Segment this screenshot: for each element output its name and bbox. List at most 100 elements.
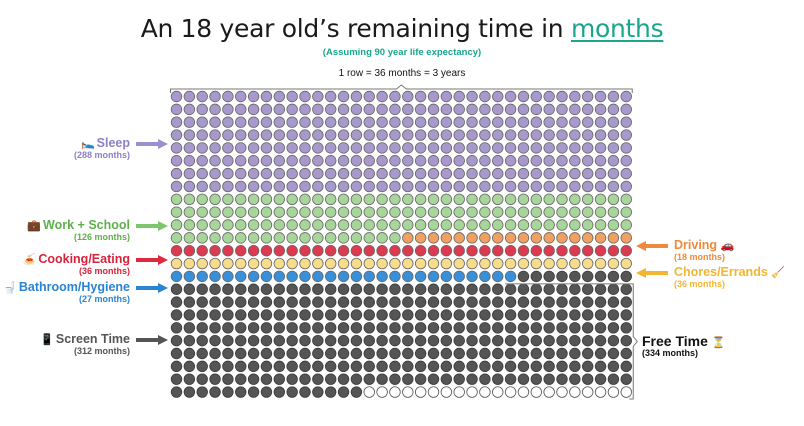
month-dot-sleep <box>196 142 208 154</box>
label-bathroom-count: (27 months) <box>78 293 130 304</box>
month-dot-screen-time <box>582 360 594 373</box>
month-dot-sleep <box>209 103 221 116</box>
month-dot-sleep <box>235 142 247 154</box>
month-dot-sleep <box>247 90 260 103</box>
month-dot-screen-time <box>209 322 221 334</box>
month-dot-screen-time <box>504 283 517 295</box>
month-dot-screen-time <box>492 283 504 295</box>
month-dot-sleep <box>183 116 196 128</box>
month-dot-screen-time <box>350 283 363 295</box>
month-dot-screen-time <box>222 309 234 321</box>
month-dot-work-school <box>299 206 311 218</box>
month-dot-free-time <box>504 386 517 398</box>
month-dot-driving <box>427 232 440 244</box>
month-dot-sleep <box>543 167 555 180</box>
month-dot-sleep <box>556 155 568 167</box>
month-dot-sleep <box>337 167 350 180</box>
month-dot-bathroom-hygiene <box>247 270 260 283</box>
month-dot-screen-time <box>440 283 453 295</box>
month-dot-work-school <box>389 206 401 218</box>
month-dot-driving <box>569 232 581 244</box>
month-dot-work-school <box>170 193 183 206</box>
month-dot-screen-time <box>286 360 298 373</box>
month-dot-screen-time <box>260 347 273 360</box>
month-dot-screen-time <box>466 283 478 295</box>
month-dot-screen-time <box>466 334 478 347</box>
row-bracket <box>170 84 633 93</box>
month-dot-sleep <box>312 180 324 193</box>
month-dot-cooking-eating <box>440 244 453 257</box>
month-dot-work-school <box>260 206 273 218</box>
month-dot-sleep <box>556 103 568 116</box>
month-dot-sleep <box>620 90 632 103</box>
month-dot-sleep <box>337 155 350 167</box>
month-dot-screen-time <box>543 309 555 321</box>
month-dot-chores-errands <box>594 257 607 270</box>
month-dot-screen-time <box>517 283 530 295</box>
month-dot-sleep <box>620 129 632 141</box>
month-dot-work-school <box>492 193 504 206</box>
month-dot-work-school <box>556 193 568 206</box>
month-dot-screen-time <box>594 309 607 321</box>
month-dot-screen-time <box>492 322 504 334</box>
car-icon: 🚗 <box>720 240 735 252</box>
month-dot-cooking-eating <box>170 244 183 257</box>
month-dot-sleep <box>376 116 388 128</box>
month-dot-bathroom-hygiene <box>260 270 273 283</box>
month-dot-cooking-eating <box>183 244 196 257</box>
month-dot-screen-time <box>594 373 607 385</box>
month-dot-screen-time <box>350 347 363 360</box>
month-dot-work-school <box>235 193 247 206</box>
month-dot-sleep <box>325 155 337 167</box>
month-dot-sleep <box>260 116 273 128</box>
month-dot-chores-errands <box>582 257 594 270</box>
month-dot-sleep <box>427 90 440 103</box>
month-dot-sleep <box>222 155 234 167</box>
month-dot-driving <box>543 232 555 244</box>
month-dot-sleep <box>414 155 427 167</box>
month-dot-sleep <box>569 116 581 128</box>
month-dot-sleep <box>312 116 324 128</box>
month-dot-screen-time <box>556 373 568 385</box>
month-dot-screen-time <box>247 334 260 347</box>
month-dot-screen-time <box>414 322 427 334</box>
month-dot-sleep <box>517 129 530 141</box>
month-dot-work-school <box>402 193 414 206</box>
month-dot-free-time <box>569 386 581 398</box>
month-dot-screen-time <box>273 386 286 398</box>
month-dot-sleep <box>504 142 517 154</box>
month-dot-work-school <box>196 193 208 206</box>
month-dot-work-school <box>517 206 530 218</box>
month-dot-sleep <box>376 90 388 103</box>
month-dot-work-school <box>556 219 568 231</box>
month-dot-sleep <box>492 90 504 103</box>
month-dot-screen-time <box>402 322 414 334</box>
month-dot-sleep <box>517 90 530 103</box>
month-dot-work-school <box>453 193 465 206</box>
month-dot-screen-time <box>569 322 581 334</box>
month-dot-sleep <box>569 142 581 154</box>
month-dot-screen-time <box>543 296 555 308</box>
month-dot-work-school <box>427 219 440 231</box>
month-dot-sleep <box>402 167 414 180</box>
month-dot-chores-errands <box>170 257 183 270</box>
month-dot-sleep <box>530 116 543 128</box>
month-dot-sleep <box>543 129 555 141</box>
month-dot-sleep <box>594 180 607 193</box>
month-dot-sleep <box>183 155 196 167</box>
month-dot-sleep <box>337 142 350 154</box>
month-dot-work-school <box>440 219 453 231</box>
month-dot-sleep <box>569 90 581 103</box>
month-dot-bathroom-hygiene <box>337 270 350 283</box>
month-dot-work-school <box>325 193 337 206</box>
month-dot-sleep <box>504 155 517 167</box>
month-dot-sleep <box>440 116 453 128</box>
month-dot-bathroom-hygiene <box>414 270 427 283</box>
month-dot-bathroom-hygiene <box>363 270 375 283</box>
label-chores-name: Chores/Errands <box>674 265 768 279</box>
month-dot-sleep <box>376 103 388 116</box>
month-dot-screen-time <box>517 296 530 308</box>
month-dot-sleep <box>543 155 555 167</box>
month-dot-screen-time <box>620 270 632 283</box>
month-dot-screen-time <box>492 309 504 321</box>
